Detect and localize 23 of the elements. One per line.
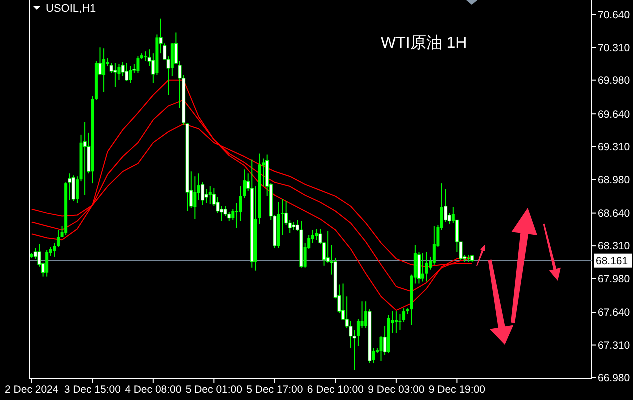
x-tick-label: 2 Dec 2024 xyxy=(5,384,59,396)
y-tick-label: 70.640 xyxy=(598,10,630,22)
y-tick-label: 68.980 xyxy=(598,174,630,186)
y-tick-label: 67.640 xyxy=(598,307,630,320)
y-tick-label: 68.310 xyxy=(598,240,630,253)
ref-line-label: 68.161 xyxy=(596,256,628,268)
x-tick-label: 9 Dec 19:00 xyxy=(428,384,486,396)
y-tick-label: 68.640 xyxy=(598,208,630,220)
y-tick-label: 69.640 xyxy=(598,108,630,121)
x-tick-label: 6 Dec 10:00 xyxy=(307,384,364,396)
chart-title: USOIL,H1 xyxy=(46,3,96,15)
y-tick-label: 69.310 xyxy=(598,142,630,154)
x-tick-label: 3 Dec 15:00 xyxy=(64,384,122,396)
x-tick-label: 9 Dec 03:00 xyxy=(368,384,425,396)
annotation: WTI原油 1H xyxy=(381,34,468,52)
x-tick-label: 4 Dec 08:00 xyxy=(125,384,182,396)
y-tick-label: 67.310 xyxy=(598,340,630,352)
x-tick-label: 5 Dec 01:00 xyxy=(186,384,243,396)
y-tick-label: 67.980 xyxy=(598,273,630,286)
y-tick-label: 69.980 xyxy=(598,75,630,88)
y-tick-label: 66.980 xyxy=(598,372,630,385)
y-tick-label: 70.310 xyxy=(598,42,630,54)
x-tick-label: 5 Dec 17:00 xyxy=(246,384,304,396)
